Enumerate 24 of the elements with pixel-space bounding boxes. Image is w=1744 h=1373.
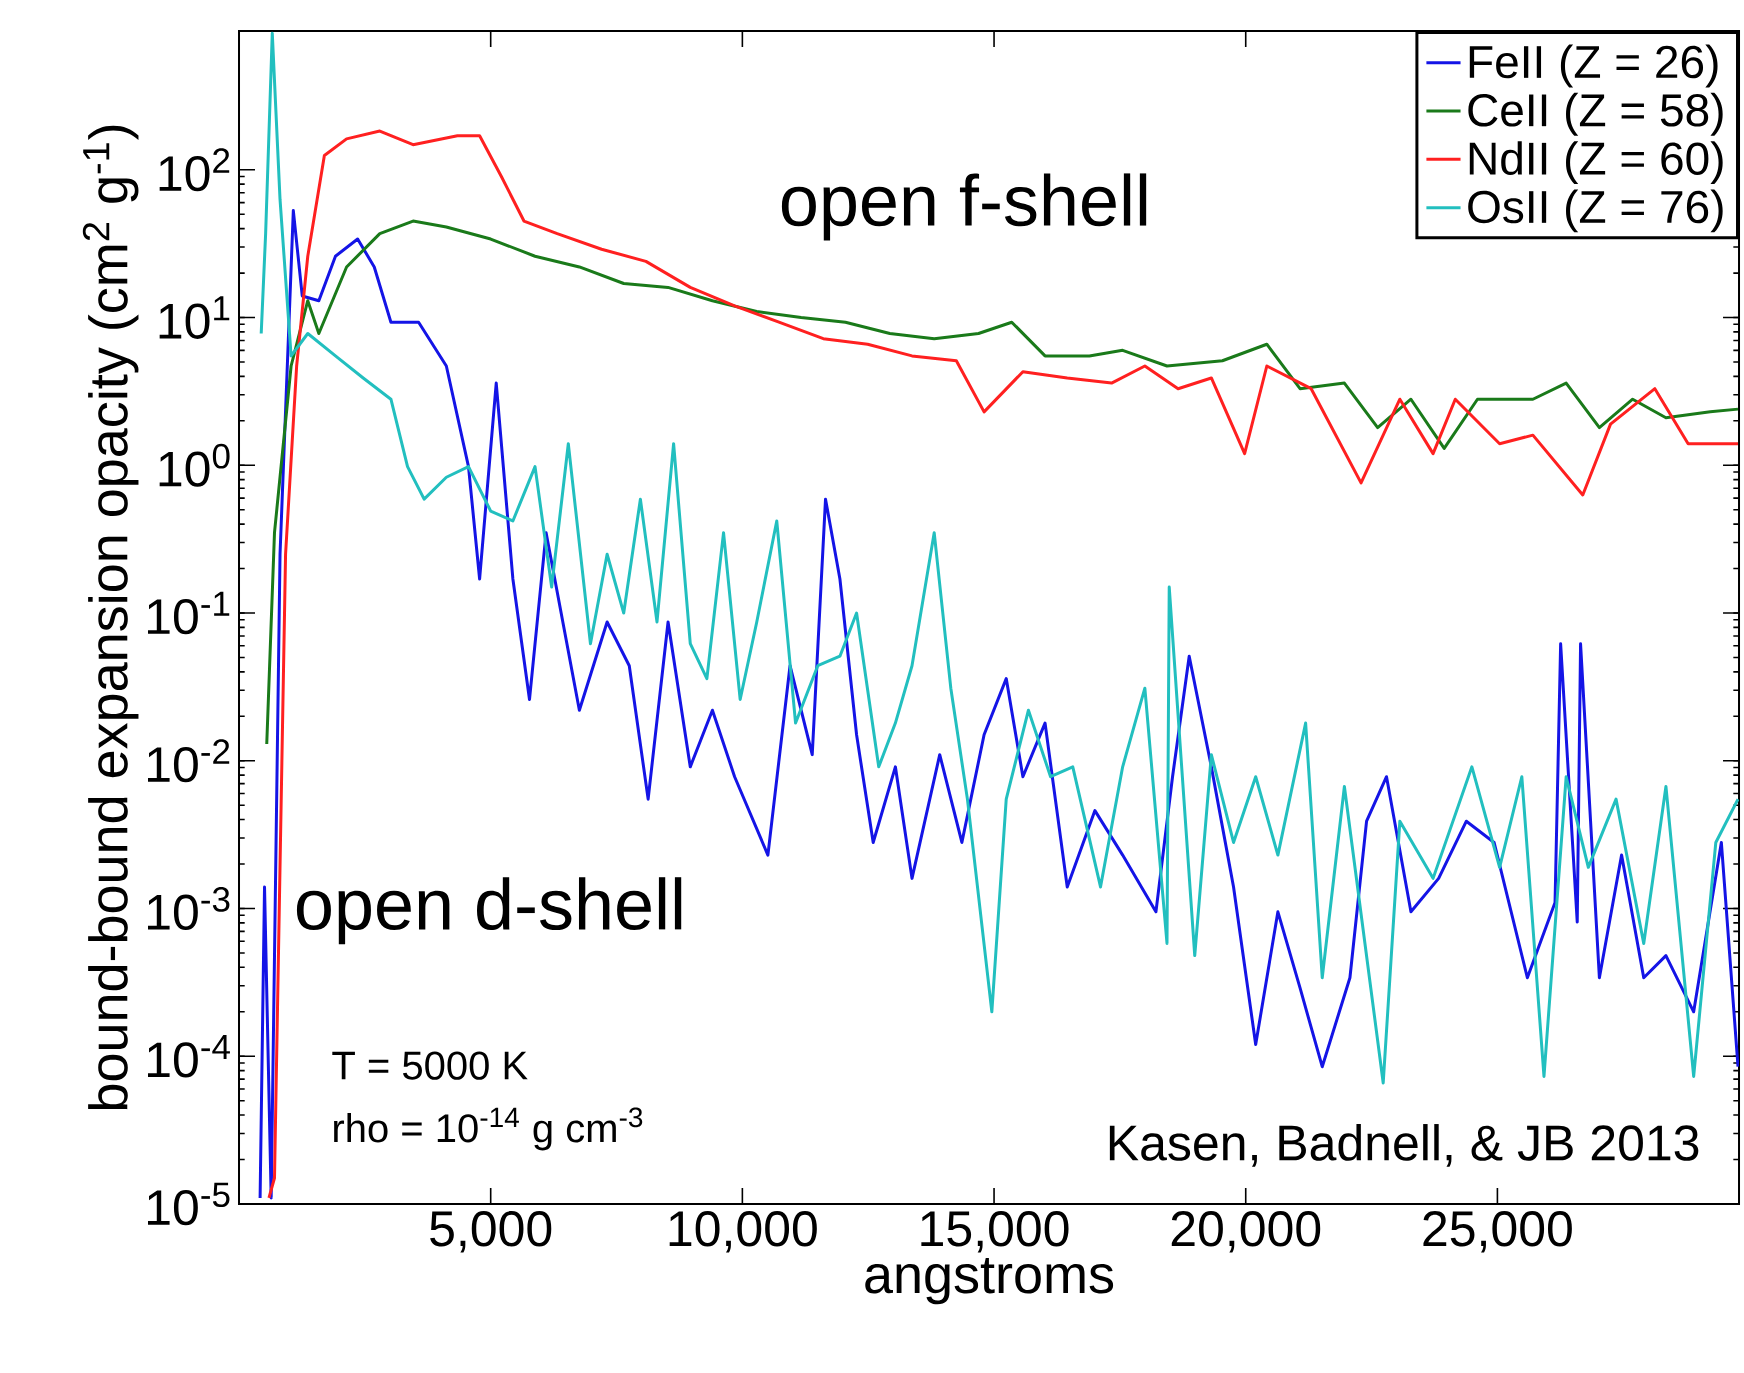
y-tick-label: 10$^{-1}$	[148, 591, 230, 635]
x-axis-title: angstroms	[865, 1258, 1114, 1305]
legend-label: OsII (Z = 76)	[1468, 189, 1723, 233]
x-tick-label: 25,000	[1423, 1211, 1572, 1253]
legend-label: CeII (Z = 58)	[1468, 92, 1723, 136]
y-tick-label: 10$^{-5}$	[148, 1182, 230, 1226]
y-tick-label: 10$^{0}$	[159, 443, 230, 487]
y-axis-title: bound-bound expansion opacity (cm$^{2}$ g$^{-1}$)	[82, 125, 139, 1110]
y-tick-label: 10$^{1}$	[159, 296, 230, 339]
x-tick-label: 5,000	[430, 1211, 552, 1253]
annotation: open f-shell	[781, 173, 1147, 241]
annotation: open d-shell	[296, 877, 682, 945]
annotation: T = 5000 K	[332, 1051, 528, 1080]
y-tick-label: 10$^{-2}$	[148, 739, 230, 783]
x-tick-label: 15,000	[921, 1211, 1069, 1253]
annotation: rho = 10$^{-14}$ g cm$^{-3}$	[334, 1107, 643, 1151]
x-tick-label: 20,000	[1171, 1211, 1321, 1253]
legend-label: FeII (Z = 26)	[1469, 44, 1718, 88]
y-tick-label: 10$^{2}$	[159, 148, 230, 192]
y-tick-label: 10$^{-3}$	[148, 887, 230, 931]
legend-label: NdII (Z = 60)	[1469, 141, 1723, 185]
y-tick-label: 10$^{-4}$	[148, 1034, 230, 1078]
annotation: Kasen, Badnell, & JB 2013	[1109, 1124, 1699, 1167]
x-tick-label: 10,000	[669, 1211, 817, 1253]
